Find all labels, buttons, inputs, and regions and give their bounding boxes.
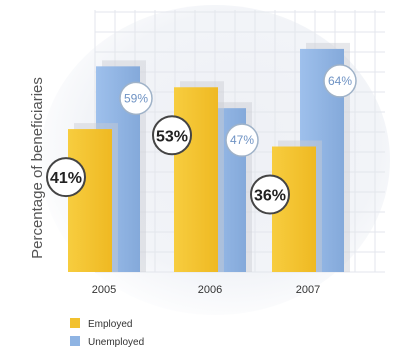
x-tick-label-2006: 2006 xyxy=(198,284,222,296)
bar-employed-2005 xyxy=(68,129,112,272)
x-tick-label-2005: 2005 xyxy=(92,284,116,296)
x-axis-ticks: 2005 2006 2007 xyxy=(92,284,320,296)
data-label-circle-employed-2007 xyxy=(250,174,290,215)
data-label-unemployed-2005: 59% xyxy=(124,91,148,105)
data-label-circle-employed-2005 xyxy=(46,157,86,198)
data-label-unemployed-2007: 64% xyxy=(328,74,352,88)
data-label-circle-employed-2006 xyxy=(152,115,192,156)
data-label-circle-unemployed-2005 xyxy=(119,81,153,116)
data-label-employed-2005: 41% xyxy=(50,170,82,187)
legend-label-employed: Employed xyxy=(88,319,132,330)
legend-swatch-employed xyxy=(70,318,80,328)
legend: Employed Unemployed xyxy=(70,318,144,348)
data-label-circle-unemployed-2006 xyxy=(225,123,259,157)
data-label-unemployed-2006: 47% xyxy=(230,133,254,147)
data-label-employed-2007: 36% xyxy=(254,188,286,205)
data-label-circle-unemployed-2007 xyxy=(323,64,357,98)
y-axis-label: Percentage of beneficiaries xyxy=(29,77,46,259)
legend-swatch-unemployed xyxy=(70,336,80,346)
x-tick-label-2007: 2007 xyxy=(296,284,320,296)
bar-employed-2006 xyxy=(174,87,218,272)
data-label-employed-2006: 53% xyxy=(156,128,188,145)
legend-label-unemployed: Unemployed xyxy=(88,337,144,348)
data-labels: 41% 59% 53% 47% 36% 64% xyxy=(46,64,357,215)
